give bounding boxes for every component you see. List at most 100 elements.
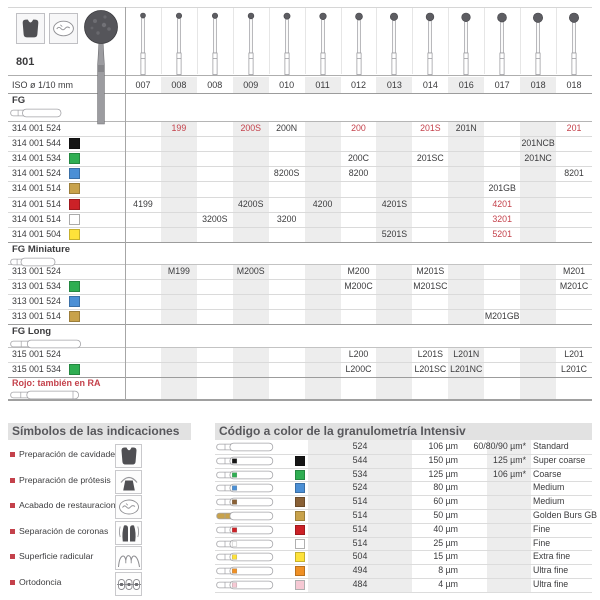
- product-code: 313 001 524: [12, 266, 61, 276]
- grit-title: Código a color de la granulometría Inten…: [215, 423, 592, 440]
- grit-row-divider: [215, 550, 592, 552]
- grit-color-swatch: [295, 497, 305, 508]
- grit-band: [308, 440, 412, 592]
- grit-name: Standard: [533, 441, 569, 451]
- product-code: 313 001 534: [12, 281, 61, 291]
- catalog-item-number: M201C: [559, 281, 589, 291]
- indication-label: Ortodoncia: [19, 577, 62, 587]
- catalog-item-number: 4200S: [238, 198, 264, 209]
- column-divider: [556, 8, 558, 74]
- catalog-item-number: M201SC: [413, 281, 448, 291]
- catalog-item-number: 4201S: [381, 198, 408, 209]
- column-divider: [376, 8, 378, 74]
- column-band: [376, 77, 413, 93]
- grid-line: [8, 196, 592, 198]
- catalog-item-number: L201SC: [414, 364, 447, 374]
- grit-code: 514: [352, 537, 368, 548]
- grit-extra-size: 60/80/90 µm*: [473, 441, 526, 451]
- fg-bur-icon: [10, 338, 82, 350]
- grit-grain-size: 4 µm: [438, 579, 458, 589]
- column-band: [520, 347, 557, 399]
- product-code: 313 001 514: [12, 311, 61, 321]
- grit-color-swatch: [295, 455, 305, 466]
- indication-label: Preparación de cavidades: [19, 449, 120, 459]
- catalog-item-number: 201S: [420, 123, 441, 133]
- catalog-item-number: L201S: [417, 349, 444, 359]
- bur-silhouette: [376, 7, 412, 75]
- grit-code: 504: [352, 551, 368, 562]
- column-divider: [448, 8, 450, 74]
- grid-line: [8, 93, 592, 94]
- grit-row-divider: [215, 578, 592, 579]
- catalog-item-number: 200C: [347, 153, 369, 164]
- grit-bur-icon: [216, 455, 274, 467]
- grit-row-divider: [215, 591, 592, 593]
- catalog-item-number: 4201: [492, 198, 512, 209]
- fg-bur-icon: [10, 107, 62, 119]
- grit-grain-size: 15 µm: [433, 551, 458, 562]
- grit-name: Medium: [533, 496, 565, 507]
- catalog-item-number: M200C: [344, 281, 373, 291]
- product-code: 314 001 534: [12, 153, 61, 164]
- catalog-item-number: 200N: [276, 123, 298, 133]
- catalog-item-number: M201S: [416, 266, 445, 276]
- catalog-item-number: 8200S: [273, 168, 300, 179]
- catalog-item-number: 8201: [564, 168, 584, 179]
- column-band: [232, 347, 269, 399]
- featured-bur-photo: [83, 7, 119, 125]
- grit-grain-size: 40 µm: [433, 523, 458, 534]
- grid-line: [8, 324, 592, 325]
- bur-silhouette: [448, 7, 484, 75]
- grit-code: 534: [352, 468, 368, 479]
- ra-bur-icon: [10, 389, 80, 401]
- grit-extra-size: 125 µm*: [493, 454, 526, 465]
- grit-color-swatch: [295, 580, 305, 590]
- bur-silhouette: [161, 7, 197, 75]
- column-band: [160, 77, 197, 93]
- grit-bur-icon: [216, 482, 274, 494]
- catalog-item-number: L201NC: [450, 364, 483, 374]
- grid-line: [8, 264, 592, 265]
- grit-color-swatch: [295, 483, 305, 494]
- section-label: FG Miniature: [12, 244, 71, 255]
- grid-line: [8, 7, 592, 8]
- indication-bullet: [10, 554, 15, 560]
- grid-line: [8, 181, 592, 183]
- grit-code: 514: [352, 510, 368, 520]
- color-swatch: [69, 138, 80, 150]
- catalog-item-number: 4199: [133, 198, 153, 209]
- color-swatch: [69, 213, 80, 225]
- grit-color-swatch: [295, 469, 305, 480]
- label-column-divider: [125, 7, 126, 400]
- iso-label: ISO ø 1/10 mm: [12, 80, 74, 90]
- grit-code: 494: [352, 565, 368, 576]
- finishing-indication-icon: [49, 13, 78, 44]
- catalog-item-number: M200: [347, 266, 370, 276]
- grit-grain-size: 80 µm: [433, 482, 458, 493]
- column-divider: [268, 8, 270, 74]
- color-swatch: [69, 228, 80, 240]
- bur-silhouette: [197, 7, 233, 75]
- catalog-item-number: L201: [564, 349, 584, 359]
- grid-line: [8, 362, 592, 363]
- color-swatch: [69, 183, 80, 195]
- grit-row-divider: [215, 495, 592, 497]
- bur-silhouette: [520, 7, 556, 75]
- product-code: 314 001 514: [12, 183, 61, 194]
- grit-code: 484: [352, 579, 368, 589]
- grit-bur-icon: [216, 579, 274, 591]
- column-divider: [412, 8, 414, 74]
- bur-silhouette: [412, 7, 448, 75]
- grit-grain-size: 8 µm: [438, 565, 458, 576]
- product-code: 314 001 514: [12, 213, 61, 224]
- grit-row-divider: [215, 481, 592, 483]
- column-divider: [304, 8, 306, 74]
- iso-value: 012: [350, 80, 366, 90]
- grid-line: [8, 151, 592, 153]
- column-divider: [232, 8, 234, 74]
- iso-value: 018: [566, 80, 582, 90]
- color-swatch: [69, 364, 80, 375]
- grit-bur-icon: [216, 565, 274, 577]
- catalog-item-number: 201: [566, 123, 582, 133]
